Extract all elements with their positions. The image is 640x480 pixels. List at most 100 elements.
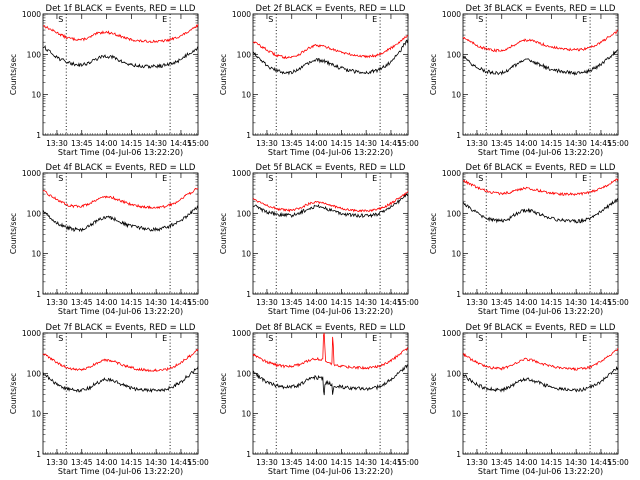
y-tick-label: 100 — [27, 369, 42, 378]
y-tick-label: 1000 — [442, 169, 461, 178]
y-tick-label: 1000 — [232, 10, 251, 19]
y-tick-label: 100 — [27, 50, 42, 59]
x-tick-label: 13:30 — [466, 298, 488, 307]
y-axis-label: Counts/sec — [219, 54, 228, 95]
chart-title: Det 2f BLACK = Events, RED = LLD — [256, 4, 406, 14]
x-tick-label: 15:00 — [607, 458, 629, 467]
x-tick-label: 13:45 — [491, 298, 513, 307]
marker-label: E — [162, 334, 167, 343]
x-axis-label: Start Time (04-Jul-06 13:22:20) — [58, 148, 183, 157]
plot-frame — [42, 332, 199, 455]
x-tick-label: 14:45 — [170, 139, 192, 148]
x-tick-label: 14:30 — [355, 458, 377, 467]
x-tick-label: 13:45 — [491, 458, 513, 467]
chart-title: Det 8f BLACK = Events, RED = LLD — [256, 323, 406, 333]
y-tick-label: 10 — [31, 91, 41, 100]
y-tick-label: 1 — [456, 131, 461, 140]
plot-frame — [462, 13, 619, 136]
x-tick-label: 15:00 — [397, 458, 419, 467]
y-axis-label: Counts/sec — [219, 373, 228, 414]
x-tick-label: 15:00 — [187, 298, 209, 307]
series-lld-red — [462, 29, 619, 53]
y-axis-label: Counts/sec — [9, 373, 18, 414]
marker-label: S — [58, 174, 63, 183]
chart-panel-7: Det 7f BLACK = Events, RED = LLD 1 10 100 10… — [9, 323, 209, 476]
y-axis-label: Counts/sec — [9, 213, 18, 254]
series-events-black — [42, 45, 199, 69]
x-tick-label: 13:30 — [256, 458, 278, 467]
chart-title: Det 3f BLACK = Events, RED = LLD — [466, 4, 616, 14]
x-axis-label: Start Time (04-Jul-06 13:22:20) — [268, 148, 393, 157]
x-tick-label: 13:45 — [71, 458, 93, 467]
series-lld-red — [252, 332, 409, 370]
x-tick-label: 14:15 — [331, 298, 353, 307]
x-axis-label: Start Time (04-Jul-06 13:22:20) — [268, 467, 393, 476]
x-tick-label: 13:45 — [491, 139, 513, 148]
series-events-black — [252, 364, 409, 396]
chart-title: Det 1f BLACK = Events, RED = LLD — [46, 4, 196, 14]
series-lld-red — [462, 178, 619, 197]
x-tick-label: 14:45 — [380, 298, 402, 307]
x-tick-label: 14:15 — [541, 298, 563, 307]
x-tick-label: 14:00 — [96, 458, 118, 467]
y-tick-label: 1 — [456, 290, 461, 299]
x-tick-label: 15:00 — [607, 139, 629, 148]
chart-title: Det 9f BLACK = Events, RED = LLD — [466, 323, 616, 333]
series-events-black — [252, 193, 409, 219]
x-tick-label: 14:15 — [121, 298, 143, 307]
plot-frame — [462, 332, 619, 455]
y-tick-label: 100 — [447, 209, 462, 218]
x-tick-label: 15:00 — [607, 298, 629, 307]
series-lld-red — [252, 191, 409, 213]
series-events-black — [462, 198, 619, 224]
y-tick-label: 10 — [451, 91, 461, 100]
y-tick-label: 1000 — [442, 10, 461, 19]
x-tick-label: 14:30 — [565, 298, 587, 307]
plot-frame — [42, 13, 199, 136]
y-tick-label: 1 — [246, 131, 251, 140]
marker-label: S — [268, 15, 273, 24]
series-events-black — [252, 38, 409, 76]
chart-panel-2: Det 2f BLACK = Events, RED = LLD 1 10 100 10… — [219, 4, 419, 157]
x-tick-label: 14:15 — [541, 139, 563, 148]
y-tick-label: 10 — [31, 250, 41, 259]
series-events-black — [42, 205, 199, 233]
marker-label: S — [58, 15, 63, 24]
x-tick-label: 14:00 — [96, 139, 118, 148]
x-tick-label: 14:15 — [331, 458, 353, 467]
x-tick-label: 13:30 — [466, 139, 488, 148]
y-tick-label: 10 — [31, 410, 41, 419]
y-tick-label: 10 — [451, 250, 461, 259]
marker-label: E — [372, 174, 377, 183]
marker-label: E — [162, 174, 167, 183]
x-tick-label: 13:45 — [71, 298, 93, 307]
x-tick-label: 14:45 — [590, 298, 612, 307]
x-tick-label: 14:00 — [516, 298, 538, 307]
x-tick-label: 13:30 — [256, 139, 278, 148]
x-tick-label: 14:30 — [355, 298, 377, 307]
series-events-black — [462, 365, 619, 393]
y-tick-label: 10 — [241, 410, 251, 419]
x-tick-label: 13:45 — [281, 298, 303, 307]
y-tick-label: 1 — [36, 290, 41, 299]
x-tick-label: 14:45 — [590, 139, 612, 148]
chart-panel-4: Det 4f BLACK = Events, RED = LLD 1 10 100 10… — [9, 163, 209, 316]
x-tick-label: 13:30 — [46, 458, 68, 467]
chart-panel-8: Det 8f BLACK = Events, RED = LLD 1 10 100 10… — [219, 323, 419, 476]
x-tick-label: 13:30 — [46, 139, 68, 148]
x-tick-label: 14:30 — [565, 139, 587, 148]
marker-label: E — [372, 334, 377, 343]
x-tick-label: 13:45 — [71, 139, 93, 148]
chart-panel-6: Det 6f BLACK = Events, RED = LLD 1 10 100 10… — [429, 163, 629, 316]
y-tick-label: 100 — [237, 369, 252, 378]
x-tick-label: 14:00 — [306, 458, 328, 467]
x-tick-label: 14:30 — [145, 139, 167, 148]
series-events-black — [462, 49, 619, 76]
x-tick-label: 14:15 — [121, 458, 143, 467]
x-axis-label: Start Time (04-Jul-06 13:22:20) — [478, 307, 603, 316]
plot-frame — [42, 172, 199, 295]
y-tick-label: 10 — [241, 91, 251, 100]
y-axis-label: Counts/sec — [219, 213, 228, 254]
y-tick-label: 1 — [246, 290, 251, 299]
y-tick-label: 1000 — [442, 329, 461, 338]
